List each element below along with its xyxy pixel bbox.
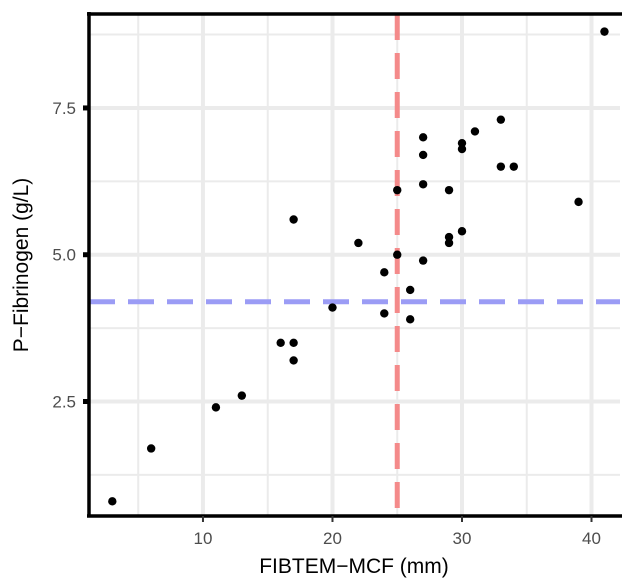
data-point	[496, 162, 506, 171]
plot-panel	[89, 14, 620, 516]
data-point	[418, 133, 428, 142]
major-gridlines	[89, 14, 620, 516]
data-point	[418, 150, 428, 160]
axis-lines	[87, 12, 622, 518]
data-point	[496, 115, 506, 124]
data-point	[405, 315, 415, 324]
data-point	[470, 127, 480, 136]
data-point	[457, 138, 467, 148]
data-point	[574, 197, 583, 207]
data-point	[108, 497, 117, 506]
data-point	[211, 403, 221, 412]
x-tick-label: 40	[582, 529, 601, 548]
data-point	[444, 232, 454, 242]
data-point	[354, 238, 363, 248]
x-axis-ticks: 10 20 30 40	[194, 516, 601, 548]
x-axis-title: FIBTEM−MCF (mm)	[259, 555, 449, 578]
data-point	[289, 338, 298, 347]
data-point	[289, 356, 298, 365]
data-point	[328, 303, 337, 312]
data-point	[289, 215, 298, 224]
y-tick-label: 2.5	[52, 393, 76, 412]
data-point	[405, 285, 415, 295]
x-tick-label: 20	[323, 529, 342, 548]
data-point	[393, 185, 402, 195]
data-point	[393, 250, 402, 259]
y-tick-label: 7.5	[52, 99, 76, 118]
data-point	[418, 256, 428, 265]
data-point	[146, 444, 156, 453]
data-point	[380, 309, 389, 318]
y-tick-label: 5.0	[52, 246, 76, 265]
reference-lines	[89, 14, 620, 516]
data-point	[444, 238, 454, 248]
data-point	[380, 268, 389, 277]
y-axis-ticks: 2.5 5.0 7.5	[52, 99, 89, 412]
data-point	[600, 27, 609, 36]
data-point	[444, 185, 454, 195]
data-point	[276, 338, 285, 347]
data-point	[457, 227, 467, 236]
x-tick-label: 30	[453, 529, 472, 548]
data-point	[418, 180, 428, 189]
data-point	[509, 162, 518, 171]
data-points	[108, 27, 609, 506]
y-axis-title: P−Fibrinogen (g/L)	[10, 178, 33, 353]
data-point	[457, 144, 467, 154]
data-point	[237, 391, 247, 400]
x-tick-label: 10	[194, 529, 213, 548]
